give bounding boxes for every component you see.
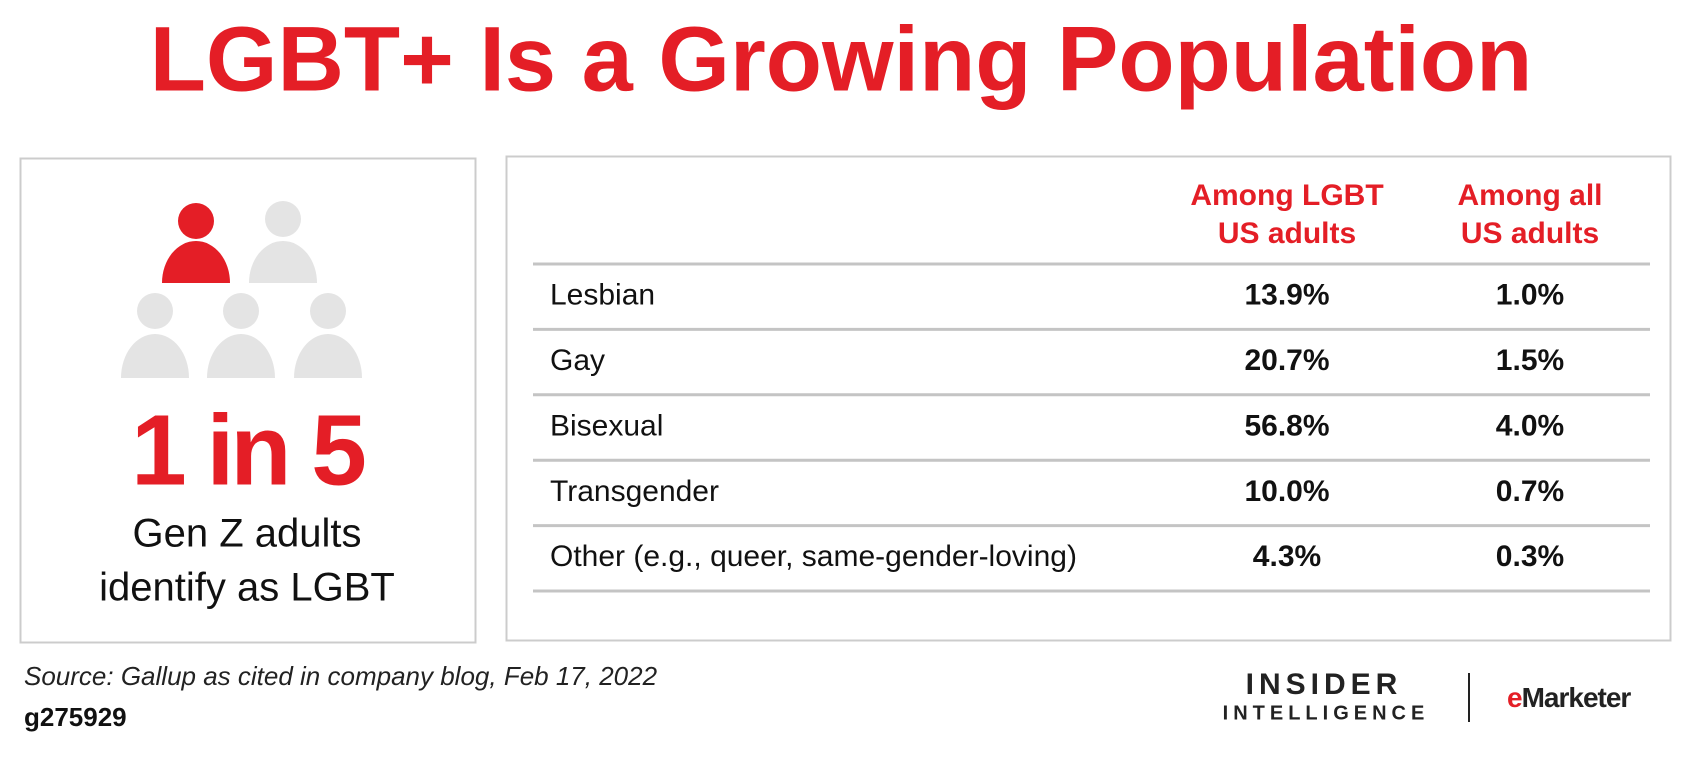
cell-value: 20.7% <box>1244 344 1329 377</box>
table: Among LGBT US adults Among all US adults Les… <box>533 179 1650 593</box>
logo-insider: INSIDER <box>1246 668 1403 701</box>
cell-value: 13.9% <box>1244 279 1329 312</box>
logo-emarketer: eMarketer <box>1507 682 1631 713</box>
source: Source: Gallup as cited in company blog,… <box>24 661 658 691</box>
column-header: US adults <box>1461 217 1599 250</box>
cell-value: 1.5% <box>1496 344 1564 377</box>
summary-text: Gen Z adults <box>132 512 361 556</box>
cell-value: 10.0% <box>1244 475 1329 508</box>
row-label: Gay <box>550 344 605 377</box>
cell-value: 1.0% <box>1496 279 1564 312</box>
row-label: Other (e.g., queer, same-gender-loving) <box>550 540 1077 573</box>
table-box <box>505 155 1672 642</box>
title: LGBT+ Is a Growing Population <box>150 8 1533 110</box>
cell-value: 56.8% <box>1244 409 1329 442</box>
summary-box <box>19 157 477 644</box>
cell-value: 4.0% <box>1496 409 1564 442</box>
cell-value: 0.7% <box>1496 475 1564 508</box>
person-icon-highlight <box>162 203 230 283</box>
logo-e: e <box>1507 682 1522 713</box>
column-header: Among LGBT <box>1190 179 1383 212</box>
column-header: US adults <box>1218 217 1356 250</box>
column-header: Among all <box>1457 179 1602 212</box>
logo-marketer: Marketer <box>1522 682 1632 713</box>
headline-stat: 1 in 5 <box>131 394 364 506</box>
logo-intelligence: INTELLIGENCE <box>1223 702 1430 724</box>
cell-value: 4.3% <box>1253 540 1321 573</box>
row-label: Lesbian <box>550 279 655 312</box>
chart-id: g275929 <box>24 702 127 732</box>
summary-text: identify as LGBT <box>99 566 395 610</box>
row-label: Bisexual <box>550 409 663 442</box>
cell-value: 0.3% <box>1496 540 1564 573</box>
person-icons <box>121 201 362 378</box>
row-label: Transgender <box>550 475 719 508</box>
people-icons <box>121 201 362 378</box>
